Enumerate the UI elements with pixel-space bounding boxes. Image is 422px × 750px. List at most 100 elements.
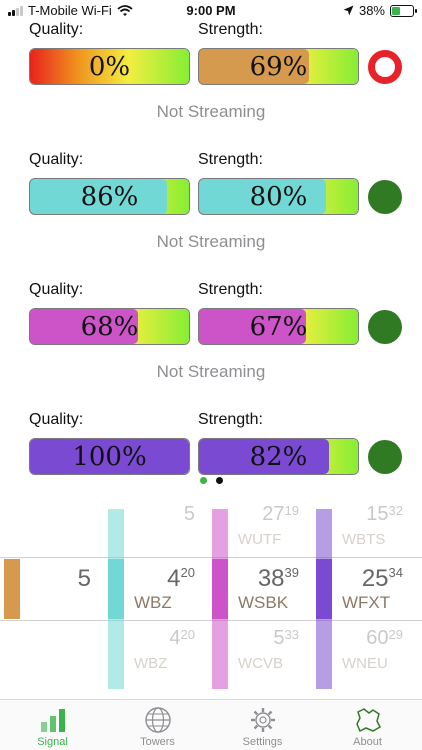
channel-subnumber: 39 (284, 565, 299, 580)
picker-cell[interactable]: 6029 WNEU (316, 621, 417, 681)
picker-cell[interactable]: 2719 WUTF (212, 497, 313, 557)
quality-label: Quality: (29, 411, 84, 428)
channel-callsign: WFXT (342, 593, 391, 612)
channel-number: 6029 (366, 627, 403, 649)
stream-status-indicator[interactable] (368, 180, 402, 214)
strength-value: 80% (249, 181, 308, 212)
channel-subnumber: 34 (388, 565, 403, 580)
picker-column[interactable]: 1532 WBTS 2534 WFXT 6029 WNEU (316, 495, 417, 699)
picker-cell[interactable]: 1532 WBTS (316, 497, 417, 557)
quality-label: Quality: (29, 151, 84, 168)
channel-number: 5 (77, 565, 91, 592)
tab-about[interactable]: About (315, 700, 420, 750)
column-color-stripe-selected (108, 559, 124, 619)
gear-icon (251, 708, 275, 732)
channel-number: 3839 (257, 565, 299, 592)
strength-fill (199, 309, 306, 344)
channel-subnumber: 33 (284, 627, 299, 642)
page-dot-2[interactable] (216, 477, 223, 484)
strength-label: Strength: (198, 281, 263, 298)
quality-label: Quality: (29, 281, 84, 298)
channel-subnumber: 20 (180, 627, 195, 642)
map-icon (356, 708, 381, 733)
tab-settings[interactable]: Settings (210, 700, 315, 750)
page-indicator[interactable] (0, 477, 422, 485)
quality-meter: 86% (29, 178, 190, 215)
wifi-icon (117, 4, 133, 16)
picker-cell[interactable]: 420 WBZ (108, 559, 209, 619)
channel-block: Quality: Strength: 0% 69% Not Streaming (0, 18, 422, 148)
strength-fill (199, 439, 330, 474)
picker-cell[interactable]: 533 WCVB (212, 621, 313, 681)
battery-percent: 38% (358, 3, 385, 18)
stream-status-indicator[interactable] (368, 310, 402, 344)
signal-bars-icon (8, 5, 23, 16)
strength-label: Strength: (198, 411, 263, 428)
tab-label: About (353, 736, 382, 748)
strength-value: 67% (249, 311, 308, 342)
tab-label: Signal (37, 736, 68, 748)
picker-cell[interactable]: 420 WBZ (108, 621, 209, 681)
channel-subnumber: 32 (388, 503, 403, 518)
channel-callsign: WBZ (134, 655, 168, 672)
quality-meter: 0% (29, 48, 190, 85)
channel-callsign: WCVB (238, 655, 283, 672)
strength-value: 82% (249, 441, 308, 472)
tab-label: Towers (140, 736, 175, 748)
column-color-stripe-selected (4, 559, 20, 619)
picker-cell[interactable]: 2534 WFXT (316, 559, 417, 619)
quality-value: 0% (88, 51, 131, 82)
quality-fill (30, 309, 139, 344)
strength-fill (199, 179, 327, 214)
stream-status-text: Not Streaming (156, 232, 266, 251)
channel-subnumber: 20 (180, 565, 195, 580)
page-dot-1[interactable] (200, 477, 207, 484)
picker-cell[interactable]: 3839 WSBK (212, 559, 313, 619)
strength-meter: 69% (198, 48, 359, 85)
stream-status-indicator[interactable] (368, 440, 402, 474)
channel-subnumber: 19 (284, 503, 299, 518)
strength-meter: 67% (198, 308, 359, 345)
channel-block: Quality: Strength: 68% 67% Not Streaming (0, 278, 422, 408)
strength-label: Strength: (198, 151, 263, 168)
tab-towers[interactable]: Towers (105, 700, 210, 750)
status-left: T-Mobile Wi-Fi (8, 3, 133, 18)
channel-number: 533 (273, 627, 299, 649)
channel-number: 1532 (366, 503, 403, 525)
picker-selection-bottom (0, 620, 422, 621)
channel-number: 420 (169, 627, 195, 649)
quality-label: Quality: (29, 21, 84, 38)
quality-fill (30, 439, 189, 474)
channel-number: 420 (167, 565, 195, 592)
channel-callsign: WUTF (238, 531, 282, 548)
picker-cell[interactable]: 5 (4, 559, 105, 619)
channel-callsign: WBZ (134, 593, 172, 612)
strength-meter: 82% (198, 438, 359, 475)
globe-icon (145, 707, 171, 733)
channel-callsign: WNEU (342, 655, 388, 672)
quality-value: 100% (72, 441, 147, 472)
channel-callsign: WBTS (342, 531, 386, 548)
channel-number: 2719 (262, 503, 299, 525)
quality-meter: 100% (29, 438, 190, 475)
tab-bar: Signal Towers Settings About (0, 699, 422, 750)
stream-status-text: Not Streaming (156, 102, 266, 121)
tab-label: Settings (242, 736, 283, 748)
picker-cell[interactable]: 5 (108, 497, 209, 557)
signal-bars-icon (41, 709, 65, 732)
status-time: 9:00 PM (186, 3, 236, 18)
picker-column[interactable]: 2719 WUTF 3839 WSBK 533 WCVB (212, 495, 313, 699)
channel-callsign: WSBK (238, 593, 289, 612)
stream-status-indicator[interactable] (368, 50, 402, 84)
status-bar: T-Mobile Wi-Fi 9:00 PM 38% (0, 0, 422, 22)
picker-column[interactable]: 5 420 WBZ 420 WBZ (108, 495, 209, 699)
channel-block: Quality: Strength: 86% 80% Not Streaming (0, 148, 422, 278)
battery-fill (392, 6, 400, 15)
channel-picker[interactable]: 5 5 420 WBZ 420 WBZ 2719 WUTF 3839 WSBK 533 WCVB 153… (0, 495, 422, 699)
column-color-stripe-selected (316, 559, 332, 619)
channel-subnumber: 29 (388, 627, 403, 642)
battery-icon (390, 4, 417, 17)
tab-signal[interactable]: Signal (0, 700, 105, 750)
picker-column[interactable]: 5 (4, 495, 105, 699)
quality-value: 86% (80, 181, 139, 212)
